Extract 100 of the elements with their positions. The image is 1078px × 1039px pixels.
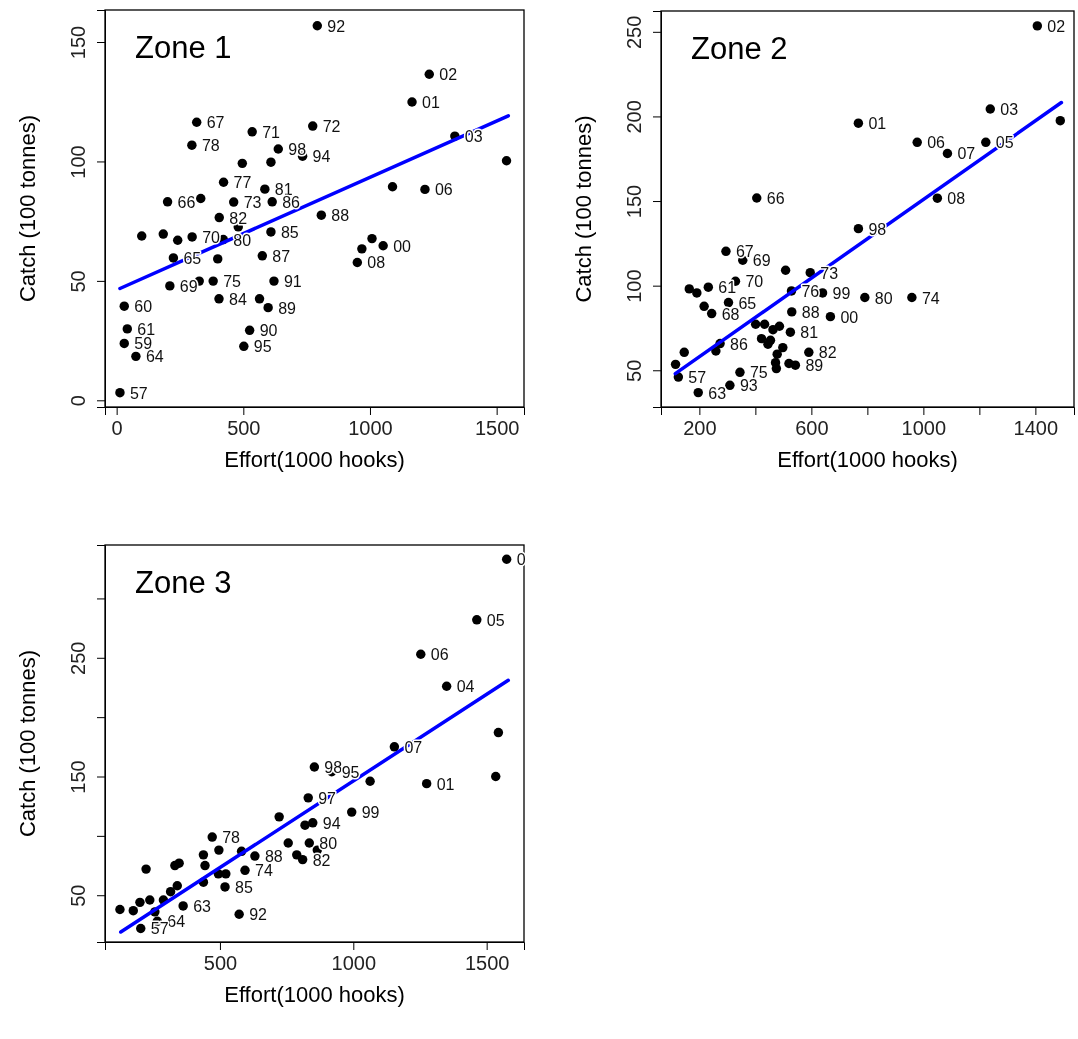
point: [174, 858, 184, 868]
y-tick-label: 150: [67, 25, 89, 60]
point: [191, 117, 202, 127]
annotation: 80: [319, 834, 338, 852]
point: [250, 851, 260, 861]
point: [269, 276, 279, 286]
point: [501, 156, 512, 166]
annotation: 81: [800, 324, 819, 342]
point: [424, 69, 434, 79]
point: [240, 865, 250, 875]
x-tick-label: 1000: [901, 417, 947, 440]
x-tick-label: 1500: [464, 952, 510, 975]
point: [308, 818, 318, 828]
point: [254, 294, 265, 304]
annotation: 71: [262, 123, 281, 141]
annotation: 60: [134, 298, 153, 316]
point: [266, 157, 276, 167]
point: [300, 820, 310, 830]
point: [421, 778, 432, 789]
annotation: 64: [145, 348, 164, 366]
point: [768, 324, 778, 335]
y-tick-label: 50: [623, 359, 645, 382]
point: [407, 97, 417, 107]
point: [165, 886, 176, 897]
annotation: 70: [202, 228, 221, 246]
point: [303, 793, 313, 803]
annotation: 91: [283, 273, 302, 291]
point: [214, 845, 224, 855]
annotation: 66: [177, 193, 196, 211]
point: [135, 897, 145, 908]
point: [778, 342, 788, 353]
point: [273, 144, 283, 154]
annotation: 01: [422, 93, 440, 111]
point: [387, 182, 398, 192]
y-tick-label: 0: [67, 395, 89, 407]
annotation: 57: [688, 369, 707, 387]
point: [263, 302, 273, 313]
annotation: 87: [272, 247, 291, 265]
annotation: 95: [341, 763, 360, 781]
point: [804, 347, 814, 358]
point: [389, 742, 400, 752]
point: [208, 276, 218, 286]
point: [1032, 21, 1043, 31]
x-tick-label: 1500: [474, 417, 520, 440]
annotation: 92: [327, 17, 346, 35]
annotation: 85: [235, 878, 253, 896]
annotation: 66: [766, 190, 785, 207]
annotation: 86: [730, 335, 748, 353]
annotation: 07: [957, 145, 976, 163]
annotation: 76: [801, 282, 820, 300]
point: [352, 257, 363, 268]
point: [501, 554, 512, 564]
annotation: 89: [278, 299, 297, 317]
annotation: 70: [745, 273, 764, 291]
x-axis-title: Effort(1000 hooks): [777, 447, 958, 472]
annotation: 77: [233, 174, 252, 192]
point: [221, 869, 231, 879]
point: [141, 864, 151, 874]
y-tick-label: 50: [67, 270, 89, 293]
x-axis-title: Effort(1000 hooks): [224, 982, 405, 1007]
annotation: 94: [312, 148, 331, 166]
annotation: 03: [1000, 100, 1019, 118]
y-axis-title: Catch (100 tonnes): [15, 649, 40, 838]
annotation: 99: [832, 284, 851, 302]
point: [283, 838, 293, 848]
point: [115, 387, 125, 398]
point: [187, 140, 197, 150]
y-tick-label: 150: [67, 760, 89, 794]
point: [985, 104, 995, 114]
point: [312, 21, 323, 31]
annotation: 57: [150, 920, 169, 938]
point: [670, 359, 681, 370]
point: [942, 148, 953, 159]
annotation: 00: [840, 308, 859, 326]
text: Zone 2: [691, 31, 788, 66]
annotation: 73: [243, 194, 262, 212]
point: [218, 177, 229, 187]
point: [493, 727, 504, 738]
point: [115, 904, 125, 915]
annotation: 85: [280, 223, 299, 241]
annotation: 04: [456, 678, 475, 696]
annotation: 02: [1047, 17, 1066, 35]
annotation: 06: [434, 181, 453, 199]
annotation: 67: [735, 243, 754, 261]
annotation: 03: [464, 128, 483, 146]
point: [239, 341, 249, 352]
point: [145, 895, 155, 905]
x-tick-label: 1000: [331, 952, 377, 975]
annotation: 82: [312, 851, 331, 869]
point: [853, 118, 864, 128]
point: [178, 901, 188, 911]
point: [165, 281, 175, 291]
point: [172, 881, 182, 891]
annotation: 90: [259, 322, 278, 340]
y-tick-label: 100: [623, 269, 645, 303]
annotation: 68: [721, 305, 740, 323]
y-axis-title: Catch (100 tonnes): [15, 114, 40, 303]
point: [137, 231, 147, 241]
annotation: 61: [718, 279, 737, 297]
annotation: 65: [738, 294, 757, 312]
